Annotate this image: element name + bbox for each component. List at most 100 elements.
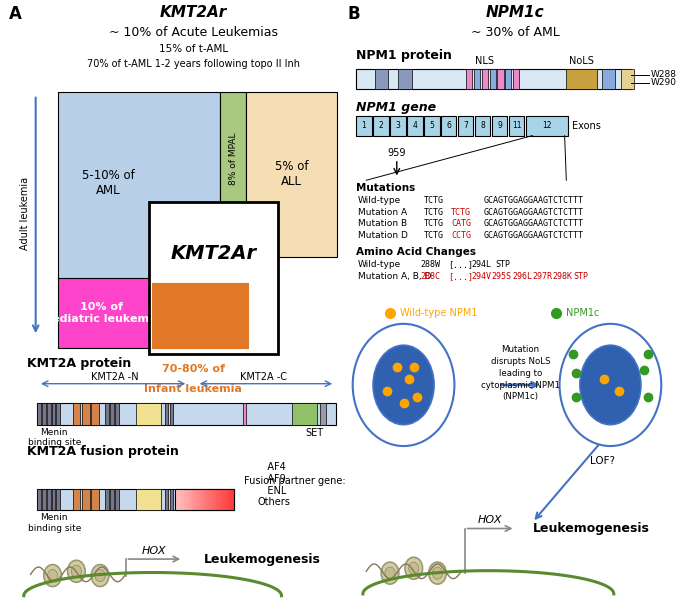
Ellipse shape [353, 324, 454, 446]
Text: Mutation
disrupts NoLS
leading to
cytoplasmic NPM1
(NPM1c): Mutation disrupts NoLS leading to cytopl… [481, 345, 560, 401]
Bar [184, 489, 187, 510]
Text: 288W: 288W [421, 260, 440, 269]
Bar [38, 489, 234, 510]
Bar [216, 489, 219, 510]
Bar [175, 489, 234, 510]
Bar [228, 489, 232, 510]
Ellipse shape [71, 565, 82, 577]
Text: 11: 11 [512, 122, 521, 130]
Bar [458, 116, 473, 136]
Bar [373, 116, 388, 136]
Text: Menin
binding site: Menin binding site [27, 513, 81, 533]
Bar [424, 116, 440, 136]
Text: TCTG: TCTG [424, 231, 444, 240]
Text: Fusion partner gene:: Fusion partner gene: [244, 476, 346, 486]
Bar [42, 489, 46, 510]
Bar [482, 69, 488, 89]
Text: 294L: 294L [471, 260, 491, 269]
Text: 8% of MPAL: 8% of MPAL [229, 133, 238, 185]
Text: KMT2A protein: KMT2A protein [27, 357, 132, 370]
Bar [407, 116, 423, 136]
Ellipse shape [580, 345, 641, 425]
Text: 3: 3 [395, 122, 400, 130]
Bar [42, 403, 46, 425]
Text: GCAGTGGAGGAAGTCTCTTT: GCAGTGGAGGAAGTCTCTTT [483, 231, 583, 240]
Bar [190, 489, 193, 510]
Text: Mutation A: Mutation A [358, 208, 407, 216]
Text: ~ 30% of AML: ~ 30% of AML [471, 26, 560, 38]
Text: NPM1c: NPM1c [566, 308, 599, 318]
Text: 70% of t-AML 1-2 years following topo II Inh: 70% of t-AML 1-2 years following topo II… [87, 59, 300, 69]
Bar [602, 69, 616, 89]
Text: A: A [8, 5, 21, 23]
Text: Exons: Exons [572, 121, 601, 131]
Bar [136, 403, 161, 425]
Text: SET: SET [306, 428, 324, 437]
Bar [82, 489, 90, 510]
Text: 8: 8 [480, 122, 485, 130]
Text: 7: 7 [463, 122, 468, 130]
Bar [192, 489, 196, 510]
Bar [110, 489, 114, 510]
Text: GCAGTGGAGGAAGTCTCTTT: GCAGTGGAGGAAGTCTCTTT [483, 208, 583, 216]
Bar [47, 489, 51, 510]
Bar [375, 69, 388, 89]
Bar [181, 489, 184, 510]
Bar [105, 489, 108, 510]
Text: TCTG: TCTG [424, 219, 444, 228]
Text: 295S: 295S [492, 273, 512, 281]
Bar [222, 489, 225, 510]
Text: 15% of t-AML: 15% of t-AML [159, 44, 228, 54]
Text: ~ 10% of Acute Leukemias: ~ 10% of Acute Leukemias [109, 26, 278, 38]
Bar [497, 69, 503, 89]
Bar [195, 489, 199, 510]
Bar [292, 403, 317, 425]
Bar [321, 403, 325, 425]
Text: Leukemogenesis: Leukemogenesis [203, 552, 321, 566]
Text: AF4
   AF9
   ENL
Others: AF4 AF9 ENL Others [258, 463, 290, 507]
Ellipse shape [409, 562, 419, 574]
Ellipse shape [560, 324, 661, 446]
Text: KMT2Ar: KMT2Ar [171, 244, 257, 263]
Text: Infant leukemia: Infant leukemia [145, 384, 242, 393]
Bar [441, 116, 456, 136]
Bar [246, 92, 338, 257]
Text: 294V: 294V [471, 273, 491, 281]
Text: KMT2A fusion protein: KMT2A fusion protein [27, 445, 179, 458]
Text: CATG: CATG [451, 219, 471, 228]
Bar [186, 489, 190, 510]
Text: HOX: HOX [477, 516, 502, 525]
Text: Wild-type NPM1: Wild-type NPM1 [400, 308, 477, 318]
Text: 70-80% of: 70-80% of [162, 364, 225, 373]
Bar [225, 489, 228, 510]
Text: 4: 4 [412, 122, 417, 130]
Ellipse shape [429, 562, 447, 584]
Bar [390, 116, 406, 136]
Bar [38, 489, 41, 510]
Text: TCTG: TCTG [424, 196, 444, 205]
Ellipse shape [385, 567, 395, 579]
Text: W288: W288 [651, 70, 677, 79]
Bar [177, 489, 181, 510]
Bar [110, 403, 114, 425]
Bar [56, 489, 60, 510]
Text: Mutation D: Mutation D [358, 231, 408, 240]
Text: LOF?: LOF? [590, 456, 615, 466]
Text: W290: W290 [651, 78, 677, 87]
Text: Wild-type: Wild-type [358, 260, 401, 269]
Bar [91, 489, 99, 510]
Bar [231, 489, 234, 510]
Ellipse shape [432, 567, 443, 579]
Text: STP: STP [573, 273, 588, 281]
Bar [47, 403, 51, 425]
Text: NLS: NLS [475, 56, 495, 66]
Text: Amino Acid Changes: Amino Acid Changes [356, 247, 476, 257]
Bar [149, 202, 278, 354]
Bar [204, 489, 208, 510]
Text: NPM1 protein: NPM1 protein [356, 49, 452, 62]
Bar [199, 489, 202, 510]
Text: 297R: 297R [532, 273, 552, 281]
Text: Menin
binding site: Menin binding site [27, 428, 81, 447]
Ellipse shape [91, 565, 109, 587]
Text: [...]: [...] [448, 260, 473, 269]
